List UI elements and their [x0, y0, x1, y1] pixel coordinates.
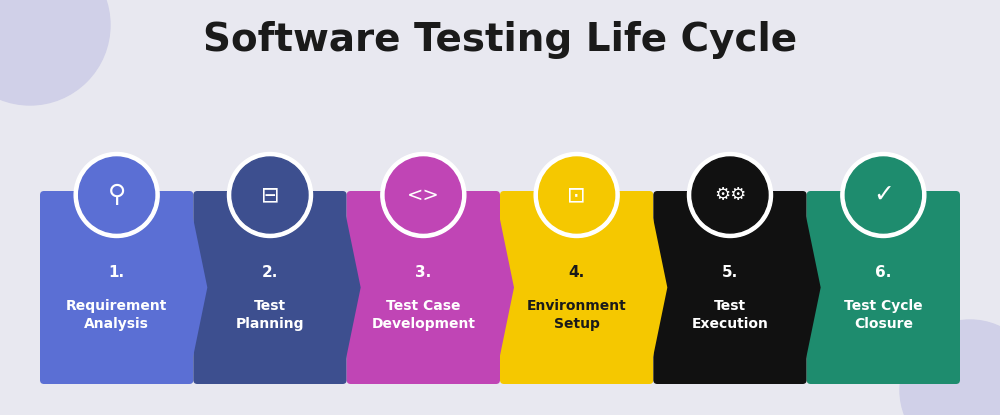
FancyBboxPatch shape: [193, 191, 347, 384]
Text: Test Case
Development: Test Case Development: [371, 299, 475, 332]
Circle shape: [692, 157, 768, 233]
Text: ⚲: ⚲: [108, 183, 126, 207]
Circle shape: [539, 157, 615, 233]
Polygon shape: [803, 200, 821, 375]
Text: ⚙⚙: ⚙⚙: [714, 186, 746, 204]
Polygon shape: [343, 200, 361, 375]
Text: Test Cycle
Closure: Test Cycle Closure: [844, 299, 923, 332]
Circle shape: [232, 157, 308, 233]
Text: 2.: 2.: [262, 265, 278, 280]
FancyBboxPatch shape: [653, 191, 807, 384]
Text: Software Testing Life Cycle: Software Testing Life Cycle: [203, 21, 797, 59]
Circle shape: [900, 320, 1000, 415]
Text: Requirement
Analysis: Requirement Analysis: [66, 299, 167, 332]
Text: Test
Execution: Test Execution: [692, 299, 768, 332]
FancyBboxPatch shape: [347, 191, 500, 384]
FancyBboxPatch shape: [40, 191, 193, 384]
Text: 4.: 4.: [569, 265, 585, 280]
Circle shape: [228, 152, 312, 237]
Circle shape: [534, 152, 619, 237]
Text: ✓: ✓: [873, 183, 894, 207]
Text: 5.: 5.: [722, 265, 738, 280]
Polygon shape: [496, 200, 514, 375]
Circle shape: [74, 152, 159, 237]
Text: 3.: 3.: [415, 265, 431, 280]
Circle shape: [845, 157, 921, 233]
Text: ⊡: ⊡: [567, 185, 586, 205]
FancyBboxPatch shape: [807, 191, 960, 384]
Circle shape: [841, 152, 926, 237]
Text: <>: <>: [407, 186, 440, 205]
Polygon shape: [189, 200, 207, 375]
Text: 6.: 6.: [875, 265, 892, 280]
Circle shape: [385, 157, 461, 233]
Circle shape: [0, 0, 110, 105]
Circle shape: [688, 152, 772, 237]
Text: ⊟: ⊟: [261, 185, 279, 205]
FancyBboxPatch shape: [500, 191, 653, 384]
Text: 1.: 1.: [109, 265, 125, 280]
Circle shape: [79, 157, 155, 233]
Text: Environment
Setup: Environment Setup: [527, 299, 627, 332]
Circle shape: [381, 152, 466, 237]
Text: Test
Planning: Test Planning: [236, 299, 304, 332]
Polygon shape: [649, 200, 667, 375]
